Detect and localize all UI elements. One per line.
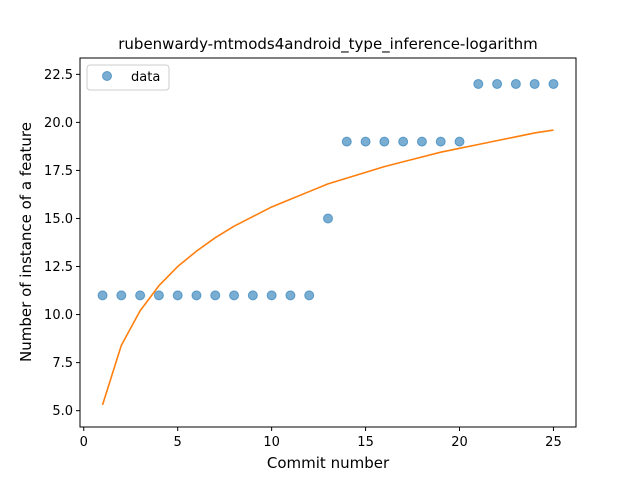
data-point [323, 213, 333, 224]
data-point [116, 290, 127, 301]
data-point [210, 290, 221, 301]
data-point [379, 136, 390, 147]
data-point [266, 290, 277, 301]
x-tick-label: 0 [80, 435, 88, 450]
x-tick-label: 10 [263, 435, 280, 450]
x-tick-label: 5 [174, 435, 182, 450]
data-point [153, 290, 164, 301]
legend: data [86, 64, 170, 91]
data-point [454, 136, 465, 147]
legend-marker-data [102, 71, 112, 81]
data-point [341, 136, 352, 147]
x-tick-label: 20 [451, 435, 468, 450]
data-point [529, 78, 540, 89]
y-tick-label: 17.5 [44, 164, 73, 179]
y-tick-label: 10.0 [44, 308, 73, 323]
y-tick-label: 12.5 [44, 260, 73, 275]
data-point [416, 136, 427, 147]
data-point [229, 290, 240, 301]
y-tick-label: 22.5 [44, 68, 73, 83]
chart-title: rubenwardy-mtmods4android_type_inference… [118, 35, 537, 54]
data-point [510, 78, 521, 89]
data-point [172, 290, 183, 301]
y-axis-label: Number of instance of a feature [17, 122, 35, 362]
fit-line [101, 129, 554, 406]
data-point [435, 136, 446, 147]
y-tick-label: 5.0 [52, 404, 73, 419]
x-axis-label: Commit number [267, 454, 390, 472]
x-tick-label: 15 [357, 435, 374, 450]
data-point [304, 290, 315, 301]
plot-area [97, 78, 559, 406]
x-tick-label: 25 [545, 435, 562, 450]
legend-label-data: data [131, 70, 160, 85]
x-axis: 0 5 10 15 20 25 [80, 427, 562, 450]
data-point [548, 78, 559, 89]
data-point [191, 290, 202, 301]
data-point [492, 78, 503, 89]
y-tick-label: 20.0 [44, 116, 73, 131]
data-point [473, 78, 484, 89]
data-point [360, 136, 371, 147]
data-point [285, 290, 296, 301]
data-point [135, 290, 146, 301]
data-point [398, 136, 409, 147]
axes-frame [79, 57, 577, 428]
data-point [247, 290, 258, 301]
y-tick-label: 7.5 [52, 356, 73, 371]
y-axis: 5.0 7.5 10.0 12.5 15.0 17.5 20.0 22.5 [44, 68, 80, 419]
data-point [97, 290, 108, 301]
y-tick-label: 15.0 [44, 212, 73, 227]
